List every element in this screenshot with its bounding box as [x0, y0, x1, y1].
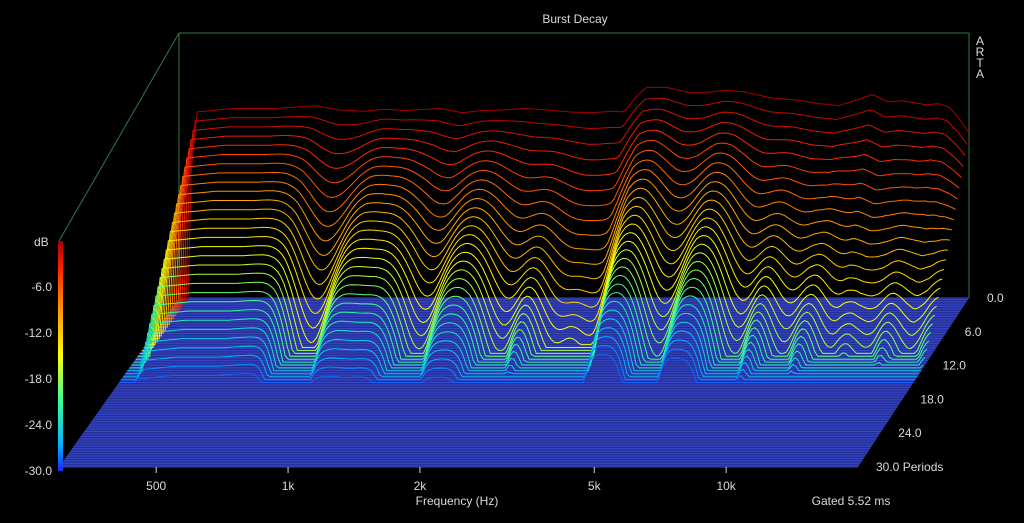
x-axis-label: Frequency (Hz): [416, 494, 499, 508]
chart-title: Burst Decay: [542, 12, 607, 26]
decay-slice: [164, 159, 956, 319]
x-tick-label: 500: [146, 479, 166, 493]
decay-slice: [152, 214, 945, 337]
decay-slice: [156, 196, 948, 331]
frame-side-top: [58, 32, 180, 242]
decay-slice: [143, 249, 937, 348]
decay-slice: [141, 257, 935, 351]
decay-slice: [125, 327, 920, 375]
decay-slices: [119, 86, 970, 383]
decay-slice: [123, 336, 918, 378]
gate-note: Gated 5.52 ms: [812, 494, 891, 508]
colorbar-tick-label: -24.0: [25, 418, 53, 432]
decay-slice: [176, 97, 968, 302]
decay-slice: [162, 169, 954, 322]
axis-ticks: 500 1k 2k 5k 10k 0.0 6.0 12.0 18.0 24.0 30.0 Perio…: [25, 280, 1004, 493]
decay-slice: [158, 187, 950, 328]
decay-slice: [137, 274, 932, 357]
colorbar-tick-label: -18.0: [25, 372, 53, 386]
x-tick-label: 1k: [282, 479, 296, 493]
z-tick-label: 18.0: [920, 392, 944, 406]
decay-slice: [127, 318, 922, 372]
colorbar-tick-label: -6.0: [31, 280, 52, 294]
decay-slice: [135, 283, 930, 360]
decay-slice: [179, 86, 970, 299]
watermark-letter: R: [976, 45, 985, 59]
decay-slice: [168, 139, 960, 314]
decay-slice: [154, 205, 947, 334]
watermark-letter: T: [976, 56, 984, 70]
watermark-letter: A: [976, 34, 984, 48]
decay-slice: [174, 108, 966, 305]
z-tick-label: 24.0: [898, 426, 922, 440]
decay-slice: [119, 354, 914, 383]
chart-labels: Burst Decay Frequency (Hz) Gated 5.52 ms…: [34, 12, 890, 508]
z-tick-label: 6.0: [965, 325, 982, 339]
z-tick-label: 0.0: [987, 291, 1004, 305]
colorbar-tick-label: -30.0: [25, 464, 53, 478]
x-tick-label: 10k: [716, 479, 736, 493]
decay-slice: [160, 178, 952, 325]
x-tick-label: 2k: [414, 479, 428, 493]
decay-slice: [145, 240, 939, 346]
decay-slice: [150, 223, 943, 340]
decay-slice: [166, 149, 958, 316]
colorbar: [58, 241, 63, 471]
decay-slice: [172, 119, 964, 308]
decay-slice: [131, 300, 926, 366]
decay-slice: [170, 129, 962, 311]
decay-slice: [139, 266, 933, 354]
z-tick-label: 12.0: [943, 359, 967, 373]
colorbar-tick-label: -12.0: [25, 326, 53, 340]
watermark-letter: A: [976, 67, 984, 81]
z-tick-label: 30.0 Periods: [876, 460, 943, 474]
decay-slice: [129, 309, 924, 369]
decay-slice: [148, 232, 941, 343]
x-tick-label: 5k: [588, 479, 602, 493]
decay-slice: [133, 292, 928, 363]
colorbar-label: dB: [34, 235, 49, 249]
decay-slice: [121, 345, 916, 381]
